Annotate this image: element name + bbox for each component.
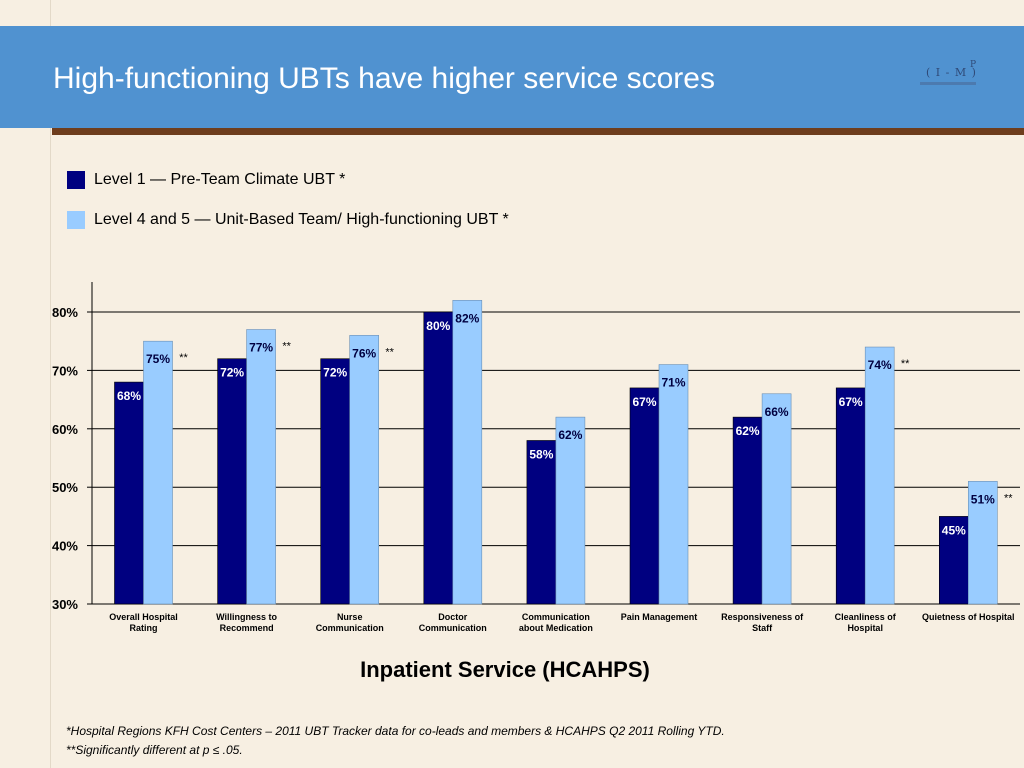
significance-marker: **	[901, 358, 910, 370]
logo: ( I - M ) P	[918, 60, 978, 94]
data-label-level45: 75%	[146, 352, 170, 366]
data-label-level45: 66%	[765, 405, 789, 419]
data-label-level1: 58%	[529, 447, 553, 461]
title-banner	[0, 26, 1024, 128]
bar-level45	[658, 364, 689, 605]
bar-level1	[938, 516, 969, 605]
footnote-source: *Hospital Regions KFH Cost Centers – 201…	[66, 724, 725, 738]
bar-level1	[217, 358, 247, 605]
data-label-level45: 71%	[661, 376, 685, 390]
bar-level1	[835, 387, 866, 605]
data-label-level1: 80%	[426, 319, 450, 333]
x-category-label: Cleanliness of	[835, 612, 897, 622]
bar-level45	[864, 346, 895, 605]
bar-level45	[967, 481, 998, 605]
data-label-level1: 72%	[220, 366, 244, 380]
bar-level1	[114, 381, 144, 605]
data-label-level1: 45%	[942, 523, 966, 537]
x-category-label: Nurse	[337, 612, 363, 622]
bar-level45	[246, 329, 276, 605]
y-tick-label: 70%	[52, 363, 78, 378]
bar-level1	[526, 440, 557, 605]
significance-marker: **	[1004, 492, 1013, 504]
significance-marker: **	[282, 341, 291, 353]
data-label-level45: 82%	[455, 311, 479, 325]
data-label-level1: 72%	[323, 366, 347, 380]
bar-level1	[423, 311, 454, 605]
legend-item-level1: Level 1 — Pre-Team Climate UBT *	[67, 171, 345, 189]
bar-level45	[555, 416, 586, 605]
x-category-label: Pain Management	[621, 612, 698, 622]
bar-level45	[349, 335, 380, 605]
data-label-level45: 62%	[558, 428, 582, 442]
bar-level1	[320, 358, 351, 605]
x-category-label: Communication	[419, 623, 487, 633]
logo-superscript: P	[970, 60, 977, 70]
bar-chart: 30% 40% 50% 60% 70% 80% 68% 75% ** Overall Hospit…	[52, 282, 1020, 633]
x-category-label: Communication	[316, 623, 384, 633]
x-category-label: Rating	[130, 623, 158, 633]
x-category-label: Responsiveness of	[721, 612, 804, 622]
bar-level1	[732, 416, 763, 605]
y-tick-label: 30%	[52, 597, 78, 612]
legend-label-level1: Level 1 — Pre-Team Climate UBT *	[94, 171, 346, 188]
y-tick-label: 40%	[52, 539, 78, 554]
x-category-label: Staff	[752, 623, 773, 633]
x-axis-caption: Inpatient Service (HCAHPS)	[360, 657, 650, 682]
x-category-label: about Medication	[519, 623, 593, 633]
y-tick-label: 60%	[52, 422, 78, 437]
x-category-label: Overall Hospital	[109, 612, 178, 622]
footnote-significance: **Significantly different at p ≤ .05.	[66, 743, 243, 757]
data-label-level45: 51%	[971, 492, 995, 506]
legend-label-level45: Level 4 and 5 — Unit-Based Team/ High-fu…	[94, 211, 509, 228]
significance-marker: **	[385, 346, 394, 358]
data-label-level1: 62%	[736, 424, 760, 438]
logo-mark: ( I - M )	[926, 66, 977, 79]
x-category-label: Willingness to	[216, 612, 277, 622]
data-label-level1: 67%	[839, 395, 863, 409]
significance-marker: **	[179, 352, 188, 364]
bar-level45	[143, 340, 173, 605]
left-margin-rule	[50, 0, 51, 768]
x-category-label: Communication	[522, 612, 590, 622]
legend-swatch-level45	[67, 211, 85, 229]
data-label-level1: 67%	[632, 395, 656, 409]
y-tick-label: 80%	[52, 305, 78, 320]
legend-swatch-level1	[67, 171, 85, 189]
logo-wordmark	[920, 82, 976, 85]
x-category-label: Hospital	[847, 623, 883, 633]
x-category-label: Quietness of Hospital	[922, 612, 1015, 622]
data-label-level45: 74%	[868, 358, 892, 372]
data-label-level1: 68%	[117, 389, 141, 403]
legend-item-level45: Level 4 and 5 — Unit-Based Team/ High-fu…	[67, 211, 509, 229]
y-tick-label: 50%	[52, 480, 78, 495]
data-label-level45: 77%	[249, 341, 273, 355]
slide-title: High-functioning UBTs have higher servic…	[53, 62, 715, 95]
x-category-label: Doctor	[438, 612, 467, 622]
bar-level1	[629, 387, 660, 605]
banner-stripe	[52, 128, 1024, 135]
bar-level45	[452, 300, 483, 605]
bar-level45	[761, 393, 792, 605]
x-category-label: Recommend	[220, 623, 274, 633]
data-label-level45: 76%	[352, 346, 376, 360]
